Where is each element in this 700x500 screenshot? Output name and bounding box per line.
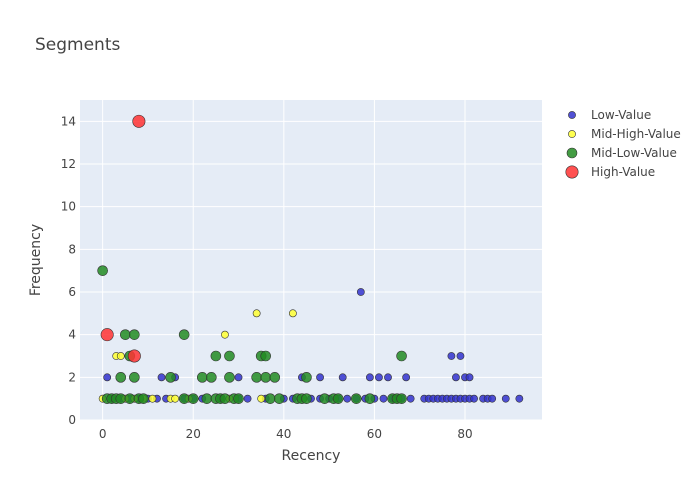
y-tick-label: 2 (68, 370, 76, 384)
data-point (350, 393, 362, 404)
grid-lines (80, 100, 542, 421)
data-point (196, 372, 208, 383)
plot-area (80, 100, 542, 420)
data-point (515, 394, 524, 403)
data-point (138, 393, 149, 404)
data-point (132, 114, 146, 128)
data-point (343, 394, 352, 403)
data-point (338, 373, 347, 382)
data-point (129, 372, 140, 383)
data-point (127, 349, 141, 363)
data-point (124, 393, 136, 404)
legend-marker (565, 165, 579, 179)
y-tick-label: 8 (68, 242, 76, 256)
chart-title: Segments (35, 35, 121, 55)
data-point (115, 393, 127, 404)
legend-label: Low-Value (591, 108, 651, 122)
data-point (384, 373, 392, 382)
data-point (165, 372, 176, 383)
y-tick-labels: 0 2 4 6 8 10 12 14 (61, 114, 76, 427)
data-point (501, 394, 510, 403)
data-point (257, 394, 266, 403)
data-point (178, 329, 190, 340)
data-point (221, 330, 229, 339)
data-point (402, 373, 411, 382)
data-point (396, 350, 407, 362)
data-point (396, 393, 407, 404)
data-point (119, 329, 131, 340)
data-points (97, 114, 524, 404)
data-point (379, 394, 388, 403)
data-point (100, 328, 114, 342)
legend-marker (566, 147, 578, 159)
data-point (273, 393, 285, 404)
legend-marker (568, 130, 576, 138)
x-axis-label: Recency (282, 448, 341, 464)
data-point (252, 309, 261, 318)
data-point (116, 352, 125, 360)
data-point (206, 372, 217, 383)
data-point (319, 393, 330, 404)
series-high-value (100, 114, 146, 363)
data-point (219, 393, 231, 404)
data-point (171, 394, 180, 403)
data-point (178, 393, 190, 404)
data-point (375, 373, 383, 382)
y-tick-label: 6 (68, 285, 76, 299)
data-point (103, 373, 112, 382)
data-point (456, 352, 465, 360)
data-point (97, 265, 108, 276)
legend-label: High-Value (591, 165, 655, 179)
data-point (364, 393, 376, 404)
data-point (452, 373, 460, 382)
data-point (301, 393, 312, 404)
legend-marker (568, 111, 576, 119)
x-tick-labels: 0 20 40 60 80 (99, 427, 473, 441)
data-point (210, 350, 222, 362)
data-point (332, 393, 344, 404)
y-tick-label: 14 (61, 114, 76, 128)
data-point (356, 288, 365, 296)
data-point (129, 329, 140, 340)
data-point (269, 372, 281, 383)
data-point (470, 394, 478, 403)
data-point (288, 309, 297, 318)
y-tick-label: 4 (68, 328, 76, 342)
data-point (260, 350, 272, 362)
data-point (224, 372, 235, 383)
data-point (264, 393, 276, 404)
data-point (243, 394, 252, 403)
data-point (488, 394, 497, 403)
data-point (233, 393, 244, 404)
legend-label: Mid-Low-Value (591, 146, 677, 160)
y-tick-label: 0 (68, 413, 76, 427)
legend: Low-Value Mid-High-Value Mid-Low-Value High… (565, 108, 681, 179)
data-point (115, 372, 127, 383)
data-point (187, 393, 199, 404)
series-mid-low-value (97, 265, 407, 404)
data-point (406, 394, 415, 403)
data-point (301, 372, 312, 383)
x-tick-label: 40 (276, 427, 291, 441)
y-tick-label: 12 (61, 157, 76, 171)
x-tick-label: 80 (457, 427, 472, 441)
data-point (157, 373, 166, 382)
x-tick-label: 0 (99, 427, 107, 441)
data-point (260, 372, 272, 383)
data-point (224, 350, 235, 362)
data-point (251, 372, 262, 383)
y-axis-label: Frequency (28, 224, 44, 296)
legend-label: Mid-High-Value (591, 127, 681, 141)
data-point (365, 373, 374, 382)
data-point (148, 394, 157, 403)
data-point (465, 373, 474, 382)
data-point (234, 373, 243, 382)
data-point (447, 352, 456, 360)
x-tick-label: 60 (367, 427, 382, 441)
y-tick-label: 10 (61, 200, 76, 214)
data-point (316, 373, 324, 382)
data-point (201, 393, 213, 404)
x-tick-label: 20 (186, 427, 201, 441)
